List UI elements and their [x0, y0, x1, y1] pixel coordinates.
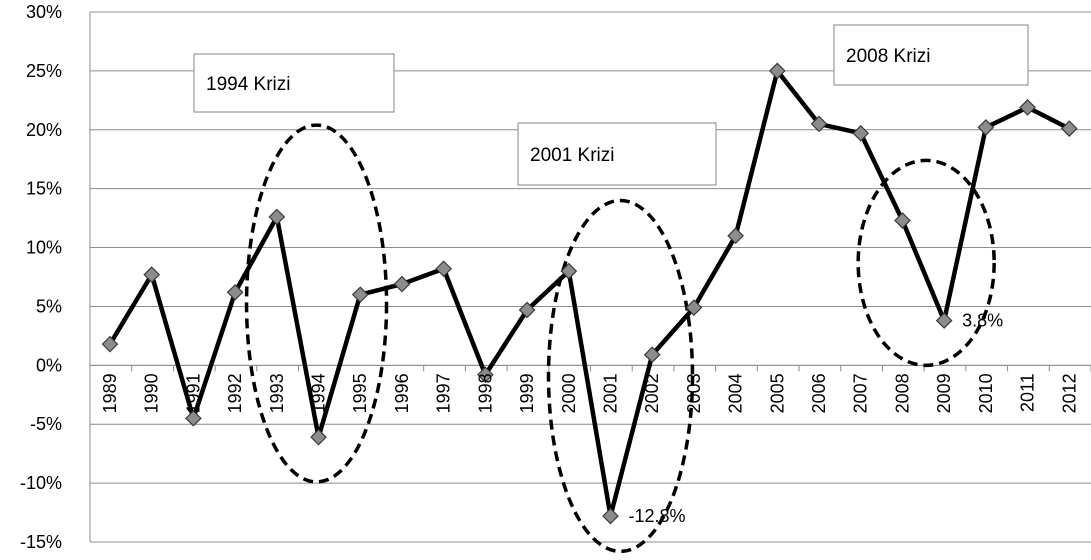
y-tick-label: 10% [26, 238, 62, 258]
x-tick-label: 2011 [1018, 373, 1038, 412]
data-point [1019, 99, 1036, 116]
x-tick-label: 1993 [267, 373, 287, 413]
data-point [268, 208, 286, 226]
y-tick-label: 5% [36, 296, 62, 316]
data-point [643, 346, 661, 364]
crisis-ellipse [546, 198, 695, 554]
data-point [310, 428, 327, 446]
x-tick-label: 2008 [892, 373, 912, 413]
data-point [560, 262, 578, 280]
x-tick-label: 2007 [851, 373, 871, 413]
x-tick-label: 1996 [392, 373, 412, 413]
data-point [602, 507, 619, 525]
annotation-label: 2008 Krizi [846, 46, 931, 67]
data-point [768, 62, 786, 80]
x-tick-label: 2000 [559, 373, 579, 413]
y-tick-label: 30% [26, 2, 62, 22]
crisis-ellipses [244, 123, 996, 554]
y-tick-label: 20% [26, 120, 62, 140]
x-tick-label: 1991 [183, 373, 203, 413]
y-axis-tick-labels: 30% 25% 20% 15% 10% 5% 0% -5% -10% -15% [20, 2, 62, 552]
annotation-box [193, 53, 395, 113]
x-tick-label: 1998 [475, 373, 495, 413]
data-label: -12.8% [629, 506, 686, 526]
data-point [393, 275, 411, 293]
data-point [226, 283, 244, 301]
x-tick-label: 2006 [809, 373, 829, 413]
annotation-label: 2001 Krizi [530, 145, 615, 166]
x-tick-label: 1990 [142, 373, 162, 413]
data-point [351, 286, 369, 304]
data-point [143, 266, 161, 283]
data-point [477, 366, 494, 384]
annotation-boxes: 1994 Krizi 2001 Krizi 2008 Krizi [193, 24, 1029, 186]
y-tick-label: -15% [20, 532, 62, 552]
y-tick-label: 15% [26, 179, 62, 199]
x-tick-label: 2001 [601, 373, 621, 413]
y-tick-label: -5% [30, 414, 62, 434]
y-tick-label: -10% [20, 473, 62, 493]
data-point [810, 115, 828, 133]
crisis-ellipse [856, 158, 996, 368]
data-point [101, 335, 119, 353]
x-tick-label: 1992 [225, 373, 245, 413]
data-point [935, 312, 953, 329]
data-labels: -12.8% 3.8% [629, 311, 1004, 527]
annotation-label: 1994 Krizi [206, 74, 291, 95]
annotation-box [833, 24, 1029, 86]
data-point [894, 212, 911, 229]
x-tick-label: 2004 [726, 373, 746, 413]
x-tick-label: 2010 [976, 373, 996, 413]
annotation-box [517, 122, 717, 186]
x-tick-label: 1995 [350, 373, 370, 413]
data-point [852, 124, 870, 142]
x-tick-label: 2002 [642, 373, 662, 413]
data-point [977, 119, 995, 136]
x-tick-label: 1999 [517, 373, 537, 413]
x-tick-label: 1997 [434, 373, 454, 413]
x-tick-label: 1994 [309, 373, 329, 413]
data-point [435, 260, 453, 278]
x-tick-label: 2009 [934, 373, 954, 413]
x-axis-tick-labels: 1989 1990 1991 1992 1993 1994 1995 1996 1997 1998… [100, 373, 1079, 413]
data-series [101, 62, 1078, 525]
data-point [518, 301, 536, 319]
data-label: 3.8% [962, 311, 1003, 331]
x-tick-label: 2003 [684, 373, 704, 413]
y-tick-label: 0% [36, 355, 62, 375]
crisis-ellipse [244, 123, 389, 484]
x-tick-label: 2012 [1059, 373, 1079, 413]
data-point [685, 299, 703, 316]
data-point [727, 227, 744, 245]
x-tick-label: 1989 [100, 373, 120, 413]
series-line [108, 68, 1071, 519]
x-tick-label: 2005 [767, 373, 787, 413]
y-tick-label: 25% [26, 61, 62, 81]
data-point [185, 409, 202, 427]
data-point [1060, 120, 1078, 137]
